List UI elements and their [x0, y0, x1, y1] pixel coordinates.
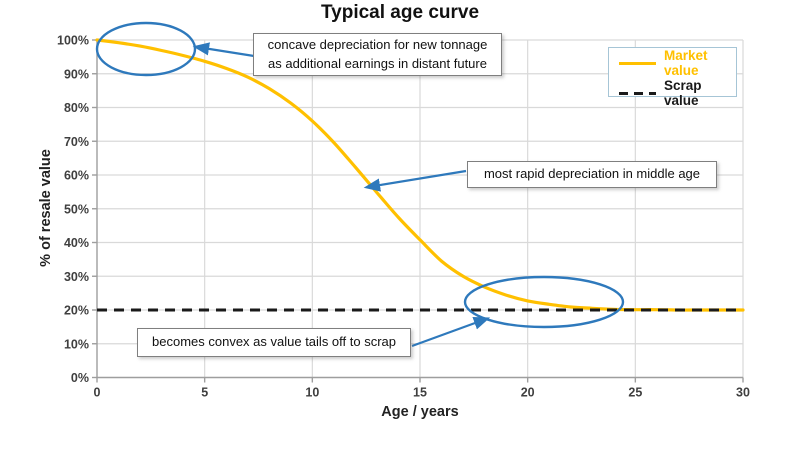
annotation-concave-depreciation: concave depreciation for new tonnage as … — [253, 33, 502, 76]
callout-arrow — [192, 42, 255, 58]
legend-label-scrap-value: Scrap value — [664, 78, 702, 108]
y-tick-label: 0% — [71, 371, 89, 385]
y-tick-label: 10% — [64, 337, 89, 351]
y-tick-label: 60% — [64, 169, 89, 183]
y-tick-label: 100% — [57, 34, 89, 48]
y-tick-label: 80% — [64, 101, 89, 115]
y-tick-label: 50% — [64, 202, 89, 216]
x-tick-label: 15 — [413, 386, 427, 400]
callout-arrow — [363, 169, 467, 192]
x-tick-label: 25 — [628, 386, 642, 400]
chart-title: Typical age curve — [320, 2, 480, 23]
y-tick-label: 30% — [64, 270, 89, 284]
x-tick-label: 0 — [94, 386, 101, 400]
annotation-rapid-depreciation: most rapid depreciation in middle age — [467, 161, 717, 188]
highlight-ellipse — [95, 21, 197, 77]
x-tick-label: 10 — [305, 386, 319, 400]
y-tick-label: 20% — [64, 304, 89, 318]
legend: Market value Scrap value — [608, 47, 737, 108]
market-value-curve — [95, 38, 745, 312]
y-axis-title: % of resale value — [38, 149, 54, 267]
highlight-ellipse — [463, 275, 625, 329]
market-value-line-swatch — [619, 61, 656, 65]
x-tick-label: 30 — [736, 386, 750, 400]
x-tick-label: 20 — [521, 386, 535, 400]
x-axis-title: Age / years — [381, 404, 459, 420]
scrap-value-line-swatch — [619, 91, 656, 95]
legend-item-market-value: Market value — [619, 48, 736, 78]
y-tick-label: 40% — [64, 236, 89, 250]
legend-label-market-value: Market value — [664, 48, 708, 78]
x-tick-label: 5 — [201, 386, 208, 400]
y-tick-label: 90% — [64, 67, 89, 81]
annotation-convex-tail: becomes convex as value tails off to scr… — [137, 328, 411, 357]
callout-arrow — [411, 316, 491, 348]
y-tick-label: 70% — [64, 135, 89, 149]
legend-item-scrap-value: Scrap value — [619, 78, 736, 108]
